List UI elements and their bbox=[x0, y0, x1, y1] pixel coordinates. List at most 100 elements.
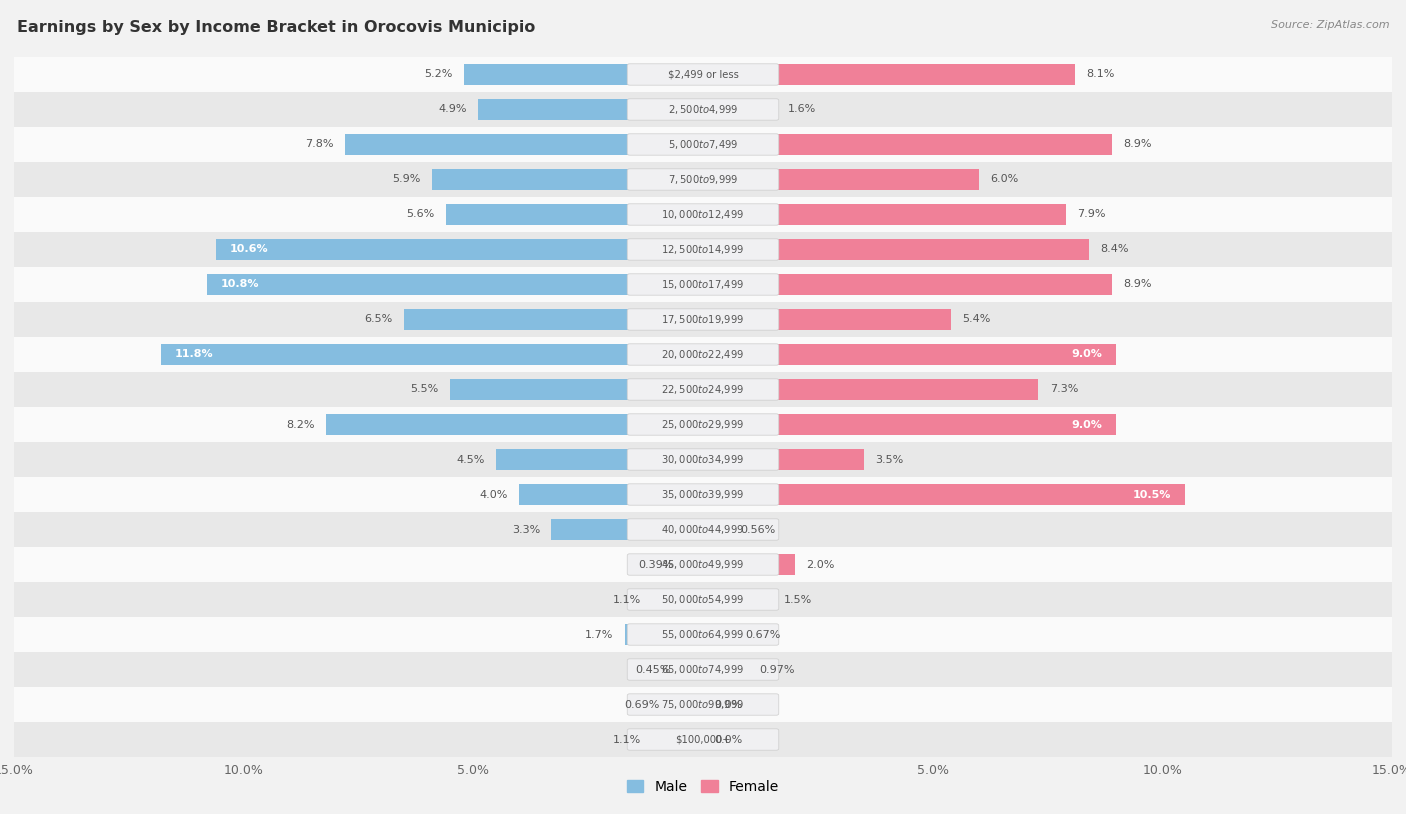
Text: 0.0%: 0.0% bbox=[714, 699, 742, 710]
Text: 1.6%: 1.6% bbox=[787, 104, 817, 115]
Text: $100,000+: $100,000+ bbox=[675, 734, 731, 745]
Bar bbox=[207, 274, 703, 295]
Text: $35,000 to $39,999: $35,000 to $39,999 bbox=[661, 488, 745, 501]
Legend: Male, Female: Male, Female bbox=[621, 774, 785, 799]
Bar bbox=[14, 232, 1392, 267]
Text: 5.9%: 5.9% bbox=[392, 174, 420, 185]
Bar bbox=[464, 64, 703, 85]
Bar bbox=[432, 169, 703, 190]
Bar bbox=[703, 589, 772, 610]
Bar bbox=[14, 512, 1392, 547]
Text: 1.5%: 1.5% bbox=[783, 594, 811, 605]
Text: 10.6%: 10.6% bbox=[231, 244, 269, 255]
FancyBboxPatch shape bbox=[627, 414, 779, 435]
Text: Earnings by Sex by Income Bracket in Orocovis Municipio: Earnings by Sex by Income Bracket in Oro… bbox=[17, 20, 536, 35]
FancyBboxPatch shape bbox=[627, 239, 779, 260]
Text: 5.2%: 5.2% bbox=[425, 69, 453, 80]
Text: 11.8%: 11.8% bbox=[174, 349, 214, 360]
Text: 2.0%: 2.0% bbox=[807, 559, 835, 570]
Text: $2,500 to $4,999: $2,500 to $4,999 bbox=[668, 103, 738, 116]
Text: 0.45%: 0.45% bbox=[636, 664, 671, 675]
FancyBboxPatch shape bbox=[627, 519, 779, 540]
Text: 4.0%: 4.0% bbox=[479, 489, 508, 500]
Text: $40,000 to $44,999: $40,000 to $44,999 bbox=[661, 523, 745, 536]
Text: 0.56%: 0.56% bbox=[740, 524, 776, 535]
Bar bbox=[14, 197, 1392, 232]
Bar bbox=[14, 687, 1392, 722]
Text: 8.4%: 8.4% bbox=[1101, 244, 1129, 255]
Text: $17,500 to $19,999: $17,500 to $19,999 bbox=[661, 313, 745, 326]
Bar bbox=[14, 302, 1392, 337]
Text: $65,000 to $74,999: $65,000 to $74,999 bbox=[661, 663, 745, 676]
Bar bbox=[478, 99, 703, 120]
Text: $5,000 to $7,499: $5,000 to $7,499 bbox=[668, 138, 738, 151]
Bar bbox=[671, 694, 703, 715]
Bar bbox=[703, 344, 1116, 365]
Bar bbox=[14, 407, 1392, 442]
Text: 5.6%: 5.6% bbox=[406, 209, 434, 220]
Bar bbox=[14, 477, 1392, 512]
Bar bbox=[703, 274, 1112, 295]
Text: 10.8%: 10.8% bbox=[221, 279, 259, 290]
Text: 8.9%: 8.9% bbox=[1123, 139, 1152, 150]
Bar bbox=[703, 554, 794, 575]
FancyBboxPatch shape bbox=[627, 309, 779, 330]
Bar bbox=[14, 372, 1392, 407]
Bar bbox=[652, 589, 703, 610]
Text: $30,000 to $34,999: $30,000 to $34,999 bbox=[661, 453, 745, 466]
FancyBboxPatch shape bbox=[627, 98, 779, 120]
Text: 0.0%: 0.0% bbox=[714, 734, 742, 745]
Text: $10,000 to $12,499: $10,000 to $12,499 bbox=[661, 208, 745, 221]
Bar bbox=[703, 449, 863, 470]
Text: $50,000 to $54,999: $50,000 to $54,999 bbox=[661, 593, 745, 606]
Text: $20,000 to $22,499: $20,000 to $22,499 bbox=[661, 348, 745, 361]
Bar bbox=[703, 134, 1112, 155]
Bar bbox=[703, 519, 728, 540]
FancyBboxPatch shape bbox=[627, 589, 779, 610]
Text: $55,000 to $64,999: $55,000 to $64,999 bbox=[661, 628, 745, 641]
Bar bbox=[405, 309, 703, 330]
Bar bbox=[14, 722, 1392, 757]
Text: 8.1%: 8.1% bbox=[1087, 69, 1115, 80]
Bar bbox=[14, 337, 1392, 372]
Text: 1.7%: 1.7% bbox=[585, 629, 613, 640]
Bar bbox=[14, 547, 1392, 582]
Bar bbox=[14, 127, 1392, 162]
Text: 7.3%: 7.3% bbox=[1050, 384, 1078, 395]
Bar bbox=[703, 379, 1038, 400]
Text: 9.0%: 9.0% bbox=[1071, 419, 1102, 430]
Text: 0.97%: 0.97% bbox=[759, 664, 794, 675]
FancyBboxPatch shape bbox=[627, 484, 779, 505]
Text: $75,000 to $99,999: $75,000 to $99,999 bbox=[661, 698, 745, 711]
FancyBboxPatch shape bbox=[627, 729, 779, 751]
Text: $45,000 to $49,999: $45,000 to $49,999 bbox=[661, 558, 745, 571]
Bar bbox=[551, 519, 703, 540]
Bar bbox=[703, 309, 950, 330]
Bar bbox=[446, 204, 703, 225]
Text: 7.8%: 7.8% bbox=[305, 139, 333, 150]
Bar bbox=[217, 239, 703, 260]
Text: $22,500 to $24,999: $22,500 to $24,999 bbox=[661, 383, 745, 396]
Bar bbox=[703, 169, 979, 190]
Text: $15,000 to $17,499: $15,000 to $17,499 bbox=[661, 278, 745, 291]
Text: 1.1%: 1.1% bbox=[613, 594, 641, 605]
Text: 6.0%: 6.0% bbox=[990, 174, 1018, 185]
Bar bbox=[703, 659, 748, 680]
Bar bbox=[703, 414, 1116, 435]
Bar bbox=[624, 624, 703, 645]
FancyBboxPatch shape bbox=[627, 659, 779, 681]
Bar bbox=[162, 344, 703, 365]
Bar bbox=[14, 57, 1392, 92]
Bar bbox=[703, 484, 1185, 505]
Text: 3.3%: 3.3% bbox=[512, 524, 540, 535]
FancyBboxPatch shape bbox=[627, 168, 779, 190]
Text: 3.5%: 3.5% bbox=[875, 454, 904, 465]
Bar bbox=[703, 239, 1088, 260]
FancyBboxPatch shape bbox=[627, 379, 779, 400]
Text: 0.69%: 0.69% bbox=[624, 699, 659, 710]
FancyBboxPatch shape bbox=[627, 274, 779, 295]
Bar bbox=[685, 554, 703, 575]
Bar bbox=[14, 162, 1392, 197]
Bar bbox=[14, 652, 1392, 687]
Text: $2,499 or less: $2,499 or less bbox=[668, 69, 738, 80]
